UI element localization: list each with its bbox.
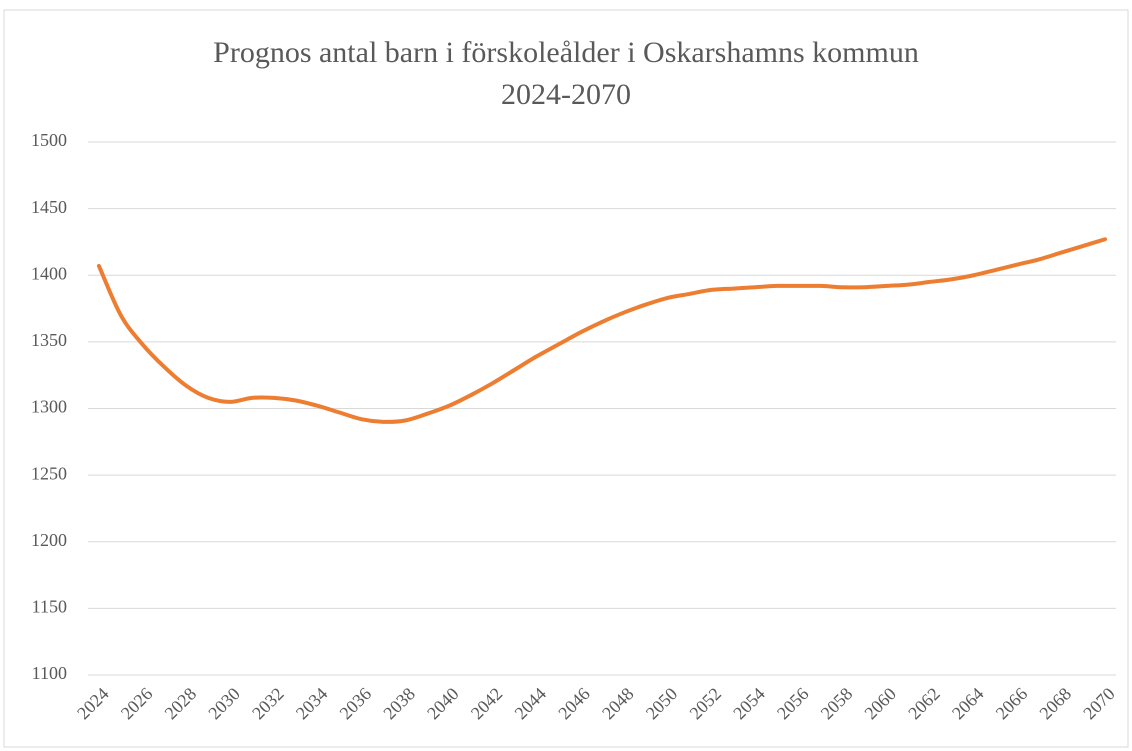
y-tick-label: 1100 xyxy=(32,663,67,683)
y-tick-label: 1300 xyxy=(31,397,67,417)
y-tick-label: 1450 xyxy=(31,197,67,217)
y-tick-label: 1150 xyxy=(32,597,67,617)
series-line xyxy=(96,237,1108,424)
y-tick-label: 1250 xyxy=(31,463,67,483)
y-tick-label: 1500 xyxy=(31,130,67,150)
y-tick-label: 1400 xyxy=(31,263,67,283)
chart-border xyxy=(3,9,1129,748)
chart-title: Prognos antal barn i förskoleålder i Osk… xyxy=(213,36,919,69)
y-tick-label: 1200 xyxy=(31,530,67,550)
y-tick-label: 1350 xyxy=(31,330,67,350)
chart-title: 2024-2070 xyxy=(501,78,631,111)
